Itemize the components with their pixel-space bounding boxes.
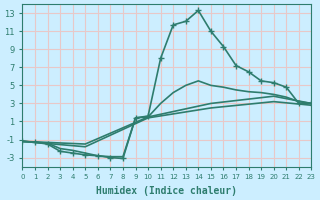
X-axis label: Humidex (Indice chaleur): Humidex (Indice chaleur)	[96, 186, 237, 196]
